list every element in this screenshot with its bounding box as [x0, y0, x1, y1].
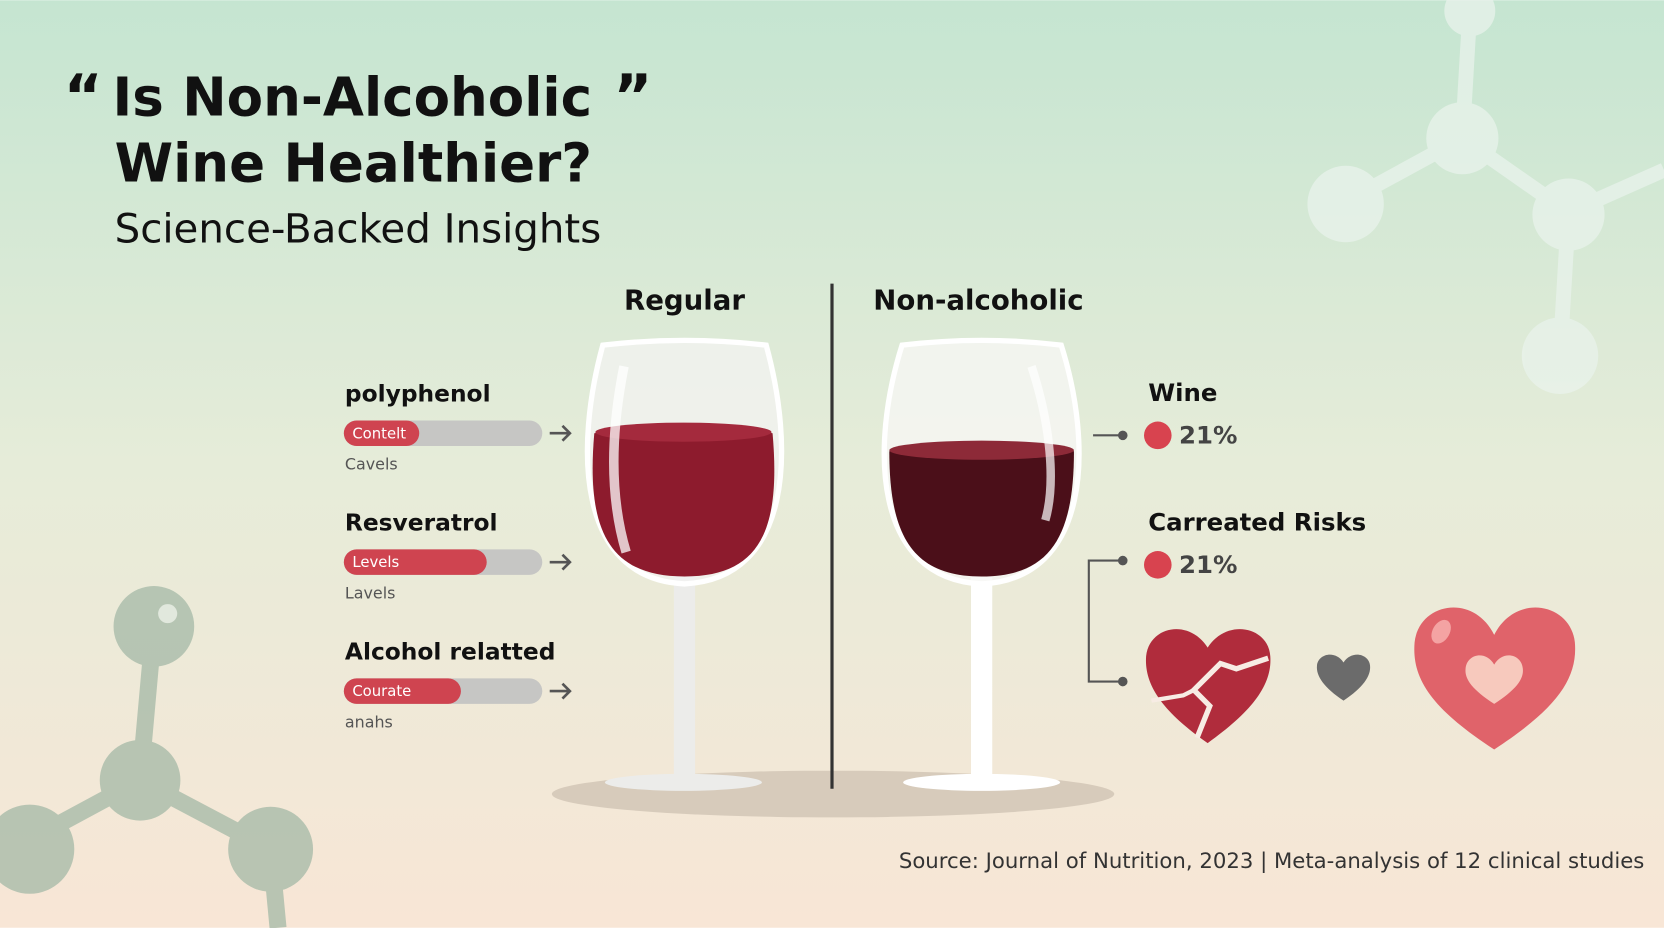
- metric-name: polyphenol: [345, 380, 491, 408]
- metric-name: Alcohol relatted: [345, 637, 556, 665]
- quote-mark: ”: [613, 63, 652, 132]
- metric-sublabel: Cavels: [345, 455, 398, 474]
- wine-glass: [584, 337, 785, 791]
- metric-name: Resveratrol: [345, 508, 498, 536]
- stat-dot: [1144, 421, 1172, 450]
- stat-value: 21%: [1179, 420, 1237, 449]
- connector: [1087, 430, 1128, 687]
- arrow: [549, 424, 572, 442]
- broken-heart: [1145, 629, 1271, 744]
- metric-sublabel: anahs: [345, 712, 393, 731]
- column-header: Regular: [624, 284, 745, 317]
- stat-dot: [1144, 551, 1172, 579]
- title: Wine Healthier?: [115, 132, 592, 194]
- bar-label: Levels: [352, 553, 399, 571]
- bar-fill: [343, 420, 420, 446]
- title: Is Non-Alcoholic: [112, 67, 592, 129]
- bar-fill: [343, 549, 487, 575]
- bar-label: Courate: [352, 682, 411, 700]
- arrow: [549, 553, 572, 571]
- heart: [1414, 607, 1576, 750]
- quote-mark: “: [64, 63, 103, 132]
- metric-sublabel: Lavels: [345, 584, 396, 603]
- subtitle: Science-Backed Insights: [115, 206, 602, 253]
- bar-label: Contelt: [352, 424, 406, 442]
- molecule: [1307, 0, 1664, 394]
- stat-value: 21%: [1179, 550, 1237, 579]
- source: Source: Journal of Nutrition, 2023 | Met…: [899, 849, 1644, 874]
- bar-fill: [343, 678, 461, 704]
- wine-glass: [881, 337, 1082, 791]
- column-header: Non-alcoholic: [873, 284, 1083, 317]
- heart: [1316, 654, 1371, 701]
- molecule: [0, 586, 314, 928]
- arrow: [549, 682, 572, 700]
- stat-label: Wine: [1148, 378, 1217, 407]
- stat-label: Carreated Risks: [1148, 507, 1366, 536]
